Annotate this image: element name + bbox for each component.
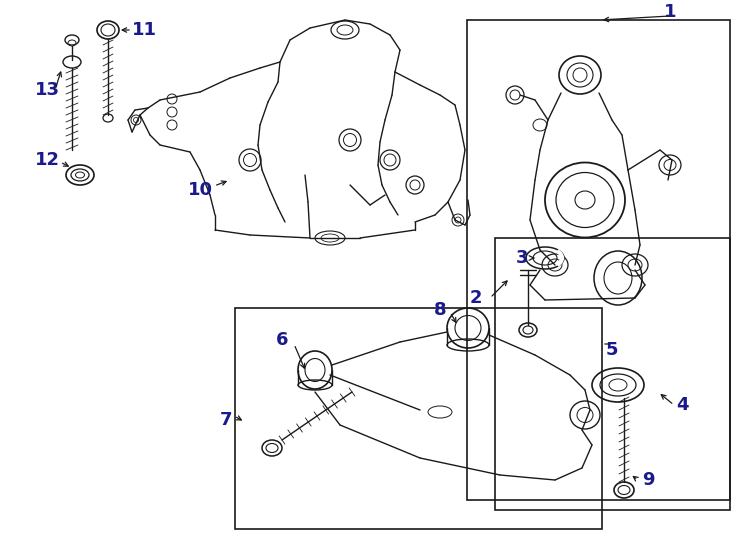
Text: 8: 8: [434, 301, 446, 319]
Text: 3: 3: [516, 249, 528, 267]
Text: 7: 7: [219, 411, 232, 429]
Text: 12: 12: [34, 151, 59, 169]
Text: 13: 13: [34, 81, 59, 99]
Text: 11: 11: [131, 21, 156, 39]
Text: 5: 5: [606, 341, 618, 359]
Text: 1: 1: [664, 3, 676, 21]
Text: 2: 2: [470, 289, 482, 307]
Text: 6: 6: [276, 331, 288, 349]
Text: 9: 9: [642, 471, 654, 489]
Text: 4: 4: [676, 396, 688, 414]
Text: 10: 10: [187, 181, 213, 199]
